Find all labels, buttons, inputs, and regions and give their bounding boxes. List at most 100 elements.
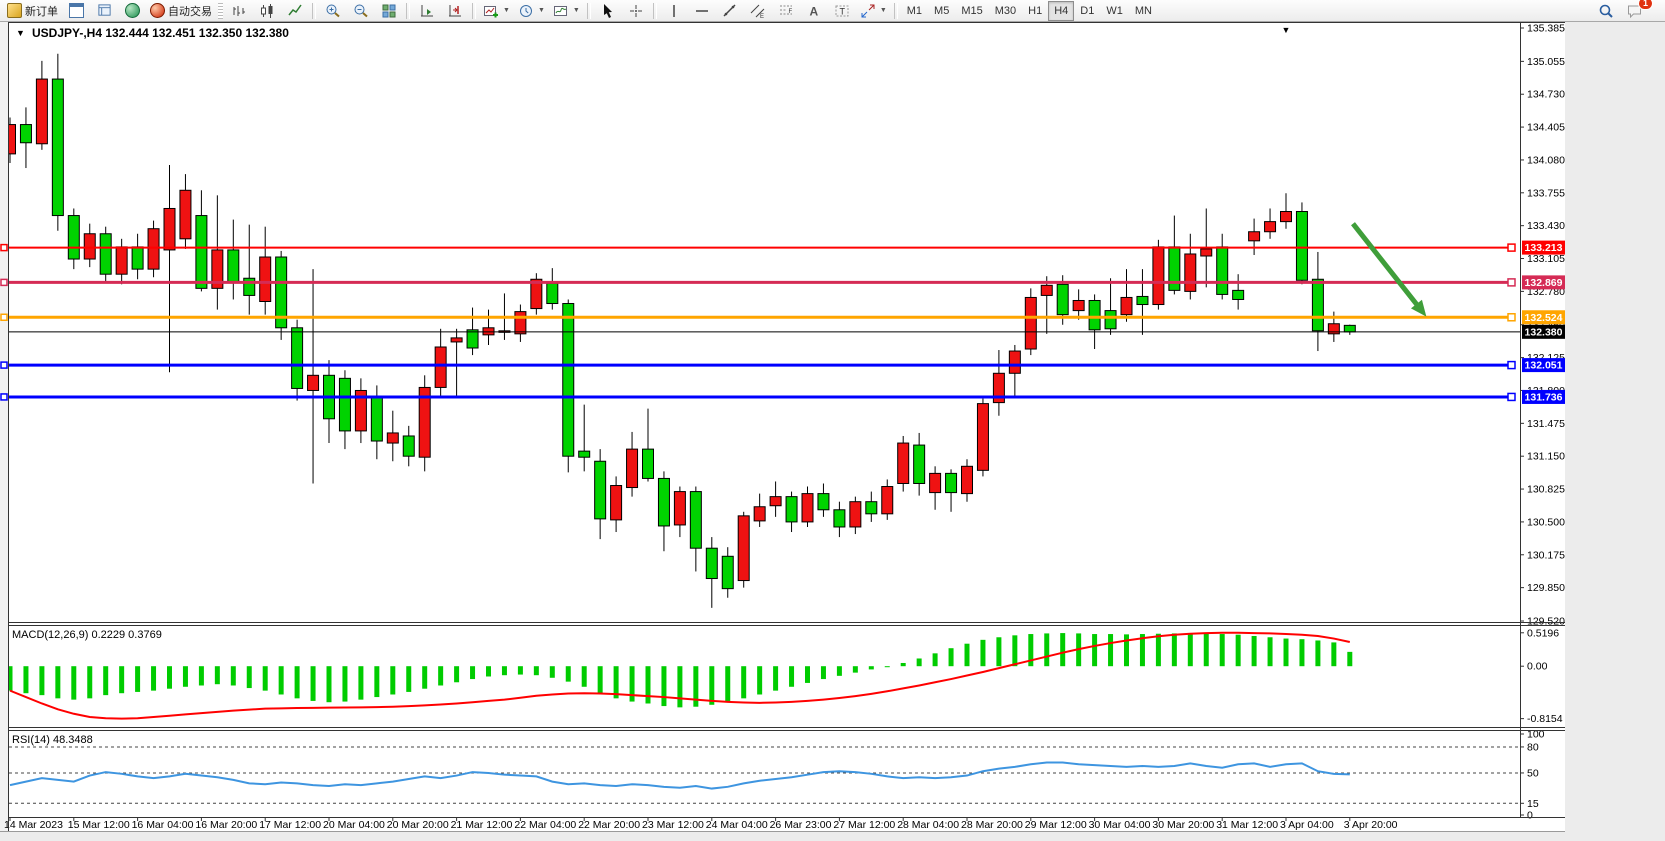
candle-body bbox=[1056, 283, 1069, 316]
bar-chart-button[interactable] bbox=[225, 0, 253, 22]
timeframe-w1-button[interactable]: W1 bbox=[1106, 4, 1123, 17]
tile-windows-button[interactable] bbox=[375, 0, 403, 22]
macd-histogram-bar bbox=[868, 666, 874, 670]
time-axis[interactable]: 14 Mar 2023 15 Mar 12:00 16 Mar 04:00 16 Ma… bbox=[4, 817, 1398, 831]
timeframe-h1-button[interactable]: H1 bbox=[1028, 4, 1043, 17]
right-margin bbox=[1565, 22, 1665, 841]
line-chart-icon bbox=[288, 4, 302, 15]
search-button[interactable] bbox=[1592, 0, 1620, 22]
timeframe-d1-button[interactable]: D1 bbox=[1080, 4, 1095, 17]
chart-shift-button[interactable] bbox=[441, 0, 469, 22]
new-order-button[interactable]: 新订单 bbox=[3, 0, 62, 22]
equidistant-channel-button[interactable]: E bbox=[744, 0, 772, 22]
trendline-button[interactable] bbox=[716, 0, 744, 22]
timeframe-m1-button[interactable]: M1 bbox=[906, 4, 923, 17]
dropdown-arrow-icon: ▼ bbox=[572, 7, 580, 14]
macd-histogram-bar bbox=[406, 666, 412, 692]
candle-body bbox=[1200, 248, 1213, 257]
hline-left-handle[interactable] bbox=[0, 361, 8, 369]
timeframe-m15-button[interactable]: M15 bbox=[961, 4, 983, 17]
macd-histogram-bar bbox=[501, 666, 507, 676]
crosshair-button[interactable] bbox=[622, 0, 650, 22]
candle-body bbox=[753, 506, 766, 522]
candle-body bbox=[785, 496, 798, 523]
macd-histogram-bar bbox=[342, 666, 348, 702]
dropdown-arrow-icon: ▼ bbox=[879, 7, 887, 14]
auto-trading-button[interactable]: 自动交易 bbox=[146, 0, 216, 22]
candle-body bbox=[578, 450, 591, 458]
data-window-button[interactable] bbox=[90, 0, 118, 22]
chart-plot-area[interactable] bbox=[9, 22, 1520, 622]
collapse-icon[interactable]: ▼ bbox=[16, 28, 25, 38]
candle-body bbox=[482, 327, 495, 336]
chart-title-text: USDJPY-,H4 132.444 132.451 132.350 132.3… bbox=[32, 26, 289, 40]
crosshair-icon bbox=[629, 4, 642, 17]
navigator-button[interactable] bbox=[118, 0, 146, 22]
macd-histogram-bar bbox=[198, 666, 204, 686]
fibonacci-button[interactable]: F bbox=[772, 0, 800, 22]
zoom-out-button[interactable] bbox=[347, 0, 375, 22]
line-chart-button[interactable] bbox=[281, 0, 309, 22]
arrow-annotation[interactable] bbox=[1351, 222, 1423, 311]
templates-button[interactable]: ▼ bbox=[549, 0, 584, 22]
macd-histogram-bar bbox=[1203, 633, 1209, 667]
periods-button[interactable]: ▼ bbox=[514, 0, 549, 22]
zoom-in-button[interactable] bbox=[319, 0, 347, 22]
macd-histogram-bar bbox=[517, 666, 523, 675]
candle-body bbox=[992, 372, 1005, 404]
hline-right-handle[interactable] bbox=[1507, 278, 1516, 287]
rsi-label: RSI(14) 48.3488 bbox=[12, 734, 93, 746]
text-button[interactable]: A bbox=[800, 0, 828, 22]
hline-left-handle[interactable] bbox=[0, 393, 8, 401]
indicators-icon bbox=[484, 5, 498, 17]
auto-scroll-button[interactable] bbox=[413, 0, 441, 22]
candle-body bbox=[1008, 350, 1021, 374]
macd-histogram-bar bbox=[23, 666, 29, 694]
candlestick-chart-button[interactable] bbox=[253, 0, 281, 22]
candle-body bbox=[147, 228, 160, 270]
macd-histogram-bar bbox=[294, 666, 300, 699]
timeframe-m5-button[interactable]: M5 bbox=[934, 4, 950, 17]
hline-right-handle[interactable] bbox=[1507, 243, 1516, 252]
indicators-button[interactable]: ▼ bbox=[479, 0, 514, 22]
timeframe-m30-button[interactable]: M30 bbox=[994, 4, 1017, 17]
rsi-tick-label: 15 bbox=[1527, 798, 1539, 810]
candle-body bbox=[466, 329, 479, 349]
text-label-button[interactable]: T bbox=[828, 0, 856, 22]
shapes-button[interactable]: ▼ bbox=[856, 0, 891, 22]
macd-histogram-bar bbox=[677, 666, 683, 708]
macd-histogram-bar bbox=[374, 666, 380, 698]
notifications-button[interactable]: 1 bbox=[1620, 0, 1653, 22]
navigator-icon bbox=[124, 3, 140, 18]
hline-left-handle[interactable] bbox=[0, 278, 8, 287]
macd-histogram-bar bbox=[470, 666, 476, 680]
hline-right-handle[interactable] bbox=[1507, 360, 1516, 370]
timeframe-h4-button[interactable]: H4 bbox=[1048, 0, 1075, 21]
clock-icon bbox=[519, 4, 532, 17]
candle-body bbox=[418, 386, 431, 458]
candle-body bbox=[9, 124, 16, 155]
time-tick-label: 29 Mar 12:00 bbox=[1025, 819, 1087, 831]
macd-tick-label: 0.00 bbox=[1527, 661, 1548, 673]
hline-left-handle[interactable] bbox=[0, 313, 8, 322]
chart-title: ▼ USDJPY-,H4 132.444 132.451 132.350 132.… bbox=[16, 26, 289, 40]
hline-price-label bbox=[1522, 358, 1565, 373]
cursor-button[interactable] bbox=[594, 0, 622, 22]
hline-right-handle[interactable] bbox=[1507, 392, 1516, 402]
candle-body bbox=[673, 491, 686, 526]
candle-body bbox=[1327, 323, 1340, 335]
price-tick-label: 131.475 bbox=[1527, 418, 1565, 430]
rsi-tick-label: 50 bbox=[1527, 767, 1539, 779]
market-watch-button[interactable] bbox=[62, 0, 90, 22]
macd-pane: 0.5196 0.00 -0.8154 MACD(12,26,9) 0.2229 0.… bbox=[9, 627, 1563, 725]
vertical-line-button[interactable] bbox=[660, 0, 688, 22]
horizontal-line-button[interactable] bbox=[688, 0, 716, 22]
candle-body bbox=[1120, 296, 1133, 316]
hline-price-label-text: 132.524 bbox=[1525, 312, 1563, 324]
timeframe-mn-button[interactable]: MN bbox=[1134, 4, 1152, 17]
macd-histogram-bar bbox=[55, 666, 61, 699]
hline-right-handle[interactable] bbox=[1507, 313, 1516, 322]
candle-body bbox=[1104, 310, 1117, 330]
hline-left-handle[interactable] bbox=[0, 243, 8, 252]
